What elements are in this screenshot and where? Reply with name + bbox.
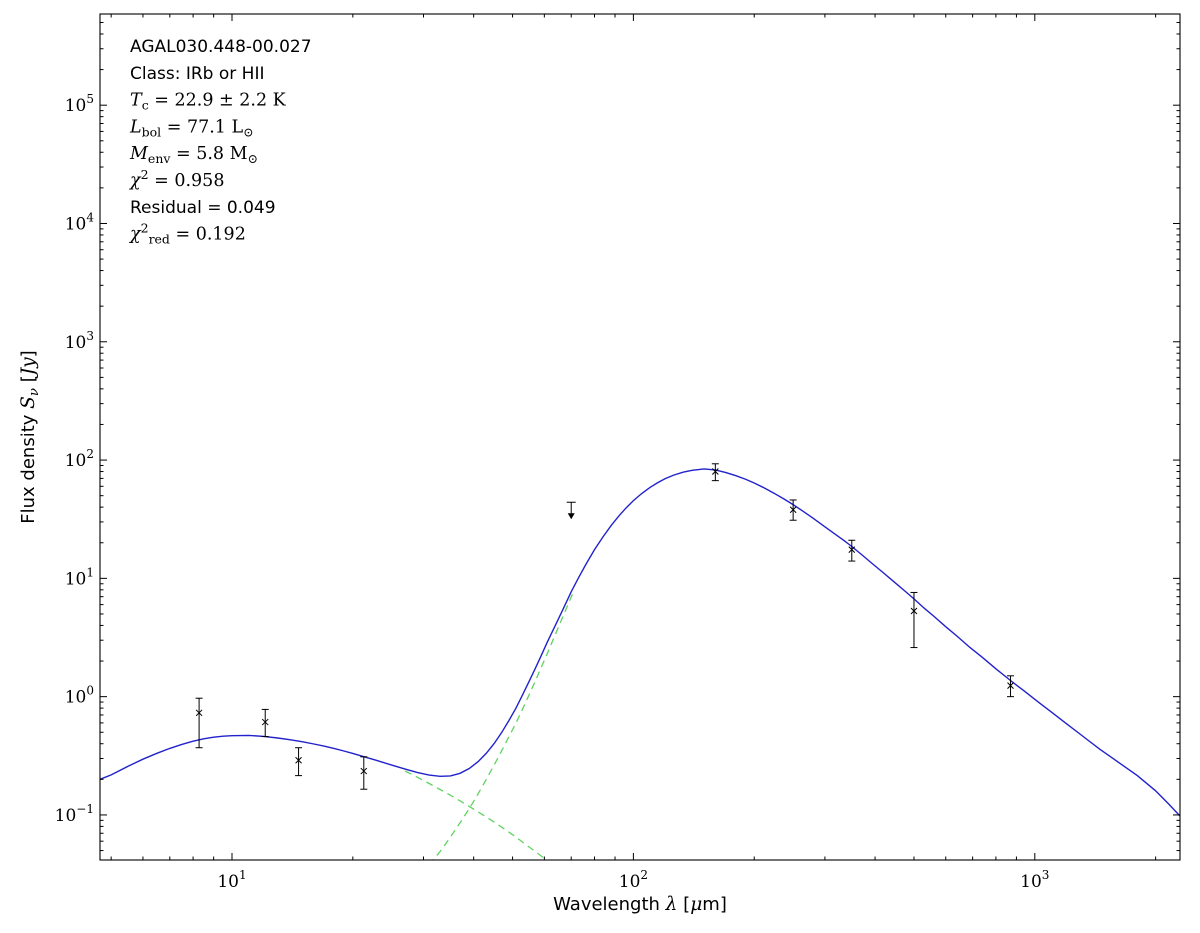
- annotation-bolometric-luminosity: Lbol = 77.1 L⊙: [129, 117, 254, 139]
- annotation-residual: Residual = 0.049: [130, 198, 276, 218]
- y-tick-label: 10−1: [55, 802, 94, 826]
- axis-ticks: [100, 14, 1180, 860]
- x-marker: [295, 756, 302, 764]
- annotation-envelope-mass: Menv = 5.8 M⊙: [129, 144, 258, 166]
- tick-labels: 101 102 103 10−1 100 101 102 103 104 105: [55, 92, 1050, 892]
- x-marker: [848, 546, 856, 553]
- cold-component-curve: [432, 590, 575, 860]
- x-marker: [195, 709, 203, 717]
- annotation-chi-squared-reduced: χ2red = 0.192: [128, 221, 246, 247]
- annotation-block: AGAL030.448-00.027 Class: IRb or HII Tc = …: [128, 37, 312, 247]
- annotation-dust-temperature: Tc = 22.9 ± 2.2 K: [130, 91, 287, 113]
- x-marker: [711, 468, 719, 475]
- y-tick-label: 102: [65, 447, 94, 471]
- annotation-source-name: AGAL030.448-00.027: [130, 37, 312, 57]
- y-axis-label: Flux density Sν [Jy]: [18, 350, 42, 523]
- x-marker: [789, 506, 797, 514]
- model-total-curve: [100, 468, 1180, 817]
- photometry-points: [195, 463, 1015, 790]
- down-arrow-icon: [567, 513, 575, 520]
- annotation-chi-squared: χ2 = 0.958: [128, 167, 224, 191]
- axes-frame: [99, 13, 1181, 861]
- x-tick-label: 103: [1020, 868, 1049, 892]
- x-marker: [360, 767, 368, 775]
- x-marker: [261, 718, 269, 726]
- upper-limit-marker: [566, 501, 576, 520]
- x-marker: [910, 607, 918, 615]
- x-axis-label: Wavelength λ [μm]: [553, 894, 727, 915]
- x-tick-label: 102: [619, 868, 648, 892]
- annotation-class: Class: IRb or HII: [130, 64, 264, 84]
- x-tick-label: 101: [217, 868, 246, 892]
- y-tick-label: 100: [65, 684, 94, 708]
- y-tick-label: 104: [65, 210, 95, 234]
- y-tick-label: 103: [65, 329, 94, 353]
- y-tick-label: 105: [65, 92, 94, 116]
- model-curves: [100, 468, 1180, 860]
- warm-component-curve: [404, 770, 548, 860]
- y-tick-label: 101: [65, 565, 94, 589]
- x-marker: [1007, 682, 1014, 689]
